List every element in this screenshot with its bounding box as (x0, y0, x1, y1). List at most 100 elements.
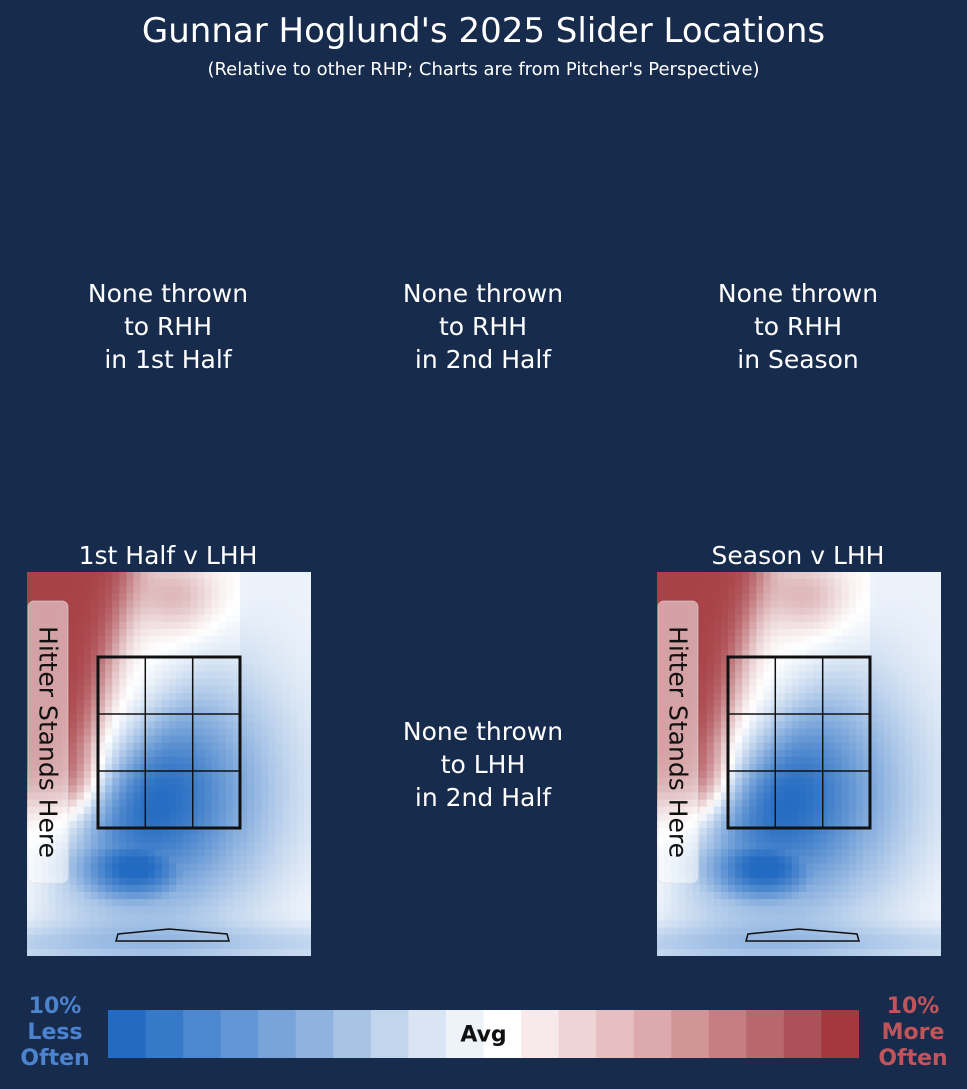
heatmap-cell (190, 685, 198, 694)
heatmap-cell (742, 913, 750, 921)
heatmap-cell (706, 849, 715, 857)
heatmap-cell (855, 643, 864, 651)
heatmap-cell (855, 707, 864, 715)
heatmap-cell (848, 742, 857, 751)
heatmap-cell (820, 863, 828, 872)
heatmap-cell (105, 778, 113, 786)
heatmap-cell (247, 628, 255, 637)
heatmap-cell (706, 863, 715, 872)
heatmap-cell (240, 948, 248, 956)
heatmap-cell (225, 621, 234, 630)
heatmap-cell (742, 906, 750, 914)
heatmap-cell (735, 678, 743, 687)
heatmap-cell (69, 820, 78, 829)
heatmap-cell (268, 806, 276, 815)
heatmap-cell (926, 600, 935, 608)
heatmap-cell (218, 771, 227, 779)
heatmap-cell (799, 650, 807, 658)
heatmap-cell (98, 756, 106, 765)
heatmap-cell (905, 877, 913, 886)
heatmap-cell (898, 728, 906, 736)
heatmap-cell (912, 877, 921, 886)
heatmap-cell (254, 657, 262, 665)
heatmap-cell (827, 771, 835, 779)
heatmap-cell (770, 906, 779, 914)
heatmap-cell (806, 664, 814, 672)
heatmap-cell (827, 835, 835, 843)
heatmap-cell (247, 870, 255, 879)
heatmap-cell (692, 892, 700, 900)
heatmap-cell (154, 593, 163, 601)
heatmap-cell (133, 828, 141, 836)
heatmap-cell (133, 735, 141, 744)
heatmap-cell (98, 749, 106, 758)
heatmap-cell (841, 934, 850, 943)
heatmap-cell (912, 692, 921, 701)
heatmap-cell (813, 835, 821, 843)
heatmap-cell (83, 614, 92, 623)
heatmap-cell (254, 941, 262, 950)
heatmap-cell (820, 899, 828, 907)
heatmap-cell (799, 614, 807, 623)
heatmap-cell (720, 884, 729, 893)
heatmap-cell (90, 849, 99, 857)
heatmap-cell (169, 828, 177, 836)
heatmap-cell (926, 707, 935, 715)
heatmap-cell (218, 948, 227, 956)
heatmap-cell (664, 892, 672, 900)
heatmap-cell (926, 920, 935, 928)
heatmap-cell (154, 856, 163, 864)
panel-title-season-lhh: Season v LHH (711, 541, 885, 570)
heatmap-cell (98, 657, 106, 665)
heatmap-cell (728, 678, 736, 687)
heatmap-cell (827, 607, 835, 616)
heatmap-cell (268, 735, 276, 744)
heatmap-cell (848, 643, 857, 651)
heatmap-cell (735, 671, 743, 680)
heatmap-cell (225, 735, 234, 744)
heatmap-cell (90, 813, 99, 822)
heatmap-cell (232, 892, 241, 900)
heatmap-cell (261, 735, 269, 744)
heatmap-cell (756, 664, 764, 672)
heatmap-cell (912, 714, 921, 722)
heatmap-cell (190, 877, 198, 886)
heatmap-cell (870, 948, 878, 956)
heatmap-cell (147, 856, 156, 864)
heatmap-cell (204, 913, 212, 921)
heatmap-cell (183, 863, 191, 872)
heatmap-cell (98, 892, 106, 900)
heatmap-cell (898, 820, 906, 829)
heatmap-cell (862, 650, 871, 658)
heatmap-cell (119, 664, 127, 672)
heatmap-cell (254, 877, 262, 886)
heatmap-cell (855, 650, 864, 658)
heatmap-cell (777, 884, 786, 893)
heatmap-cell (268, 607, 276, 616)
heatmap-cell (240, 764, 248, 772)
heatmap-cell (232, 700, 241, 708)
heatmap-cell (183, 778, 191, 786)
heatmap-cell (126, 941, 134, 950)
heatmap-cell (884, 870, 892, 879)
heatmap-cell (862, 778, 871, 786)
heatmap-cell (884, 678, 892, 687)
legend-swatch (558, 1010, 597, 1058)
heatmap-cell (90, 671, 99, 680)
heatmap-cell (770, 948, 779, 956)
heatmap-cell (190, 778, 198, 786)
heatmap-cell (791, 742, 800, 751)
heatmap-cell (211, 735, 220, 744)
heatmap-cell (905, 628, 913, 637)
heatmap-cell (912, 771, 921, 779)
heatmap-cell (699, 764, 708, 772)
heatmap-cell (870, 685, 878, 694)
heatmap-cell (69, 756, 78, 765)
heatmap-cell (912, 778, 921, 786)
heatmap-cell (83, 927, 92, 936)
heatmap-cell (105, 927, 113, 936)
heatmap-cell (41, 884, 49, 893)
heatmap-cell (770, 621, 779, 630)
heatmap-cell (289, 870, 298, 879)
heatmap-cell (699, 863, 708, 872)
